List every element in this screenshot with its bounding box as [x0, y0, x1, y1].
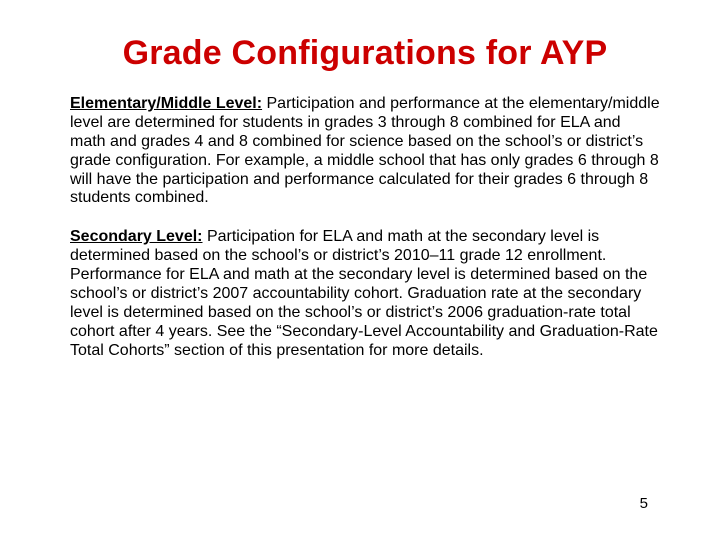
paragraph-secondary: Secondary Level: Participation for ELA a… — [70, 228, 660, 360]
paragraph-label: Secondary Level: — [70, 228, 203, 245]
slide-title: Grade Configurations for AYP — [70, 34, 660, 73]
page-number: 5 — [640, 495, 648, 512]
paragraph-label: Elementary/Middle Level: — [70, 95, 262, 112]
paragraph-text: Participation for ELA and math at the se… — [70, 228, 658, 358]
paragraph-elementary: Elementary/Middle Level: Participation a… — [70, 95, 660, 208]
slide: Grade Configurations for AYP Elementary/… — [0, 0, 720, 540]
